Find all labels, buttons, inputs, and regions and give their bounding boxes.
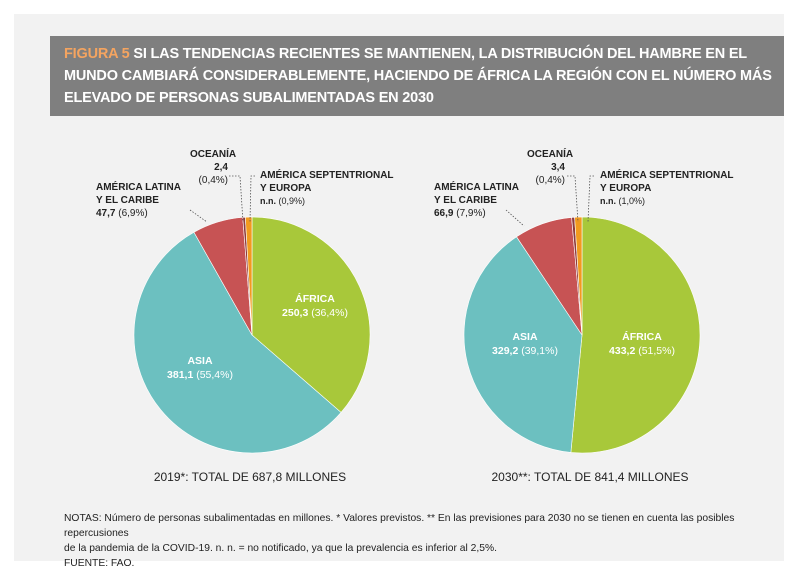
label-latam-2019-value: 47,7 <box>96 208 116 219</box>
label-latam-2019-line1: AMÉRICA LATINA <box>96 182 181 193</box>
label-latam-2030-line1: AMÉRICA LATINA <box>434 182 519 193</box>
leader-lines <box>189 175 594 227</box>
label-nae-2019-value: n.n. <box>260 196 276 206</box>
pie-slice-africa-2030 <box>570 216 701 454</box>
label-africa-2019-name: ÁFRICA <box>295 293 335 305</box>
pie-slice-north-america-europe-2019 <box>245 216 253 336</box>
label-africa-2019-value: 250,3 <box>282 307 309 319</box>
label-africa-2030-pct: (51,5%) <box>638 345 675 357</box>
pie-slice-asia-2030 <box>463 236 583 453</box>
label-latam-2030-pct: (7,9%) <box>456 208 486 219</box>
leader-line-latam-2019 <box>189 209 208 223</box>
label-nae-2030: AMÉRICA SEPTENTRIONAL Y EUROPA n.n. (1,0… <box>600 169 734 208</box>
label-asia-2030-pct: (39,1%) <box>521 345 558 357</box>
label-africa-2019: ÁFRICA 250,3 (36,4%) <box>270 292 360 320</box>
label-africa-2030-name: ÁFRICA <box>622 331 662 343</box>
label-africa-2030-value: 433,2 <box>609 345 636 357</box>
leader-line-oceania-2030 <box>567 175 579 223</box>
label-asia-2019: ASIA 381,1 (55,4%) <box>155 354 245 382</box>
label-asia-2030-value: 329,2 <box>492 345 519 357</box>
pie-slice-africa-2019 <box>251 216 371 413</box>
label-asia-2019-pct: (55,4%) <box>196 369 233 381</box>
label-oceania-2019-name: OCEANÍA <box>190 149 237 160</box>
pie-slice-asia-2019 <box>133 231 342 454</box>
label-nae-2030-line2: Y EUROPA <box>600 183 652 194</box>
label-asia-2030-name: ASIA <box>512 331 538 343</box>
label-nae-2019-pct: (0,9%) <box>278 196 306 206</box>
figure-title: FIGURA 5 SI LAS TENDENCIAS RECIENTES SE … <box>64 43 774 109</box>
pie-chart-2030 <box>463 216 701 454</box>
label-nae-2030-line1: AMÉRICA SEPTENTRIONAL <box>600 170 734 181</box>
label-latam-2030-value: 66,9 <box>434 208 454 219</box>
figure-title-text: SI LAS TENDENCIAS RECIENTES SE MANTIENEN… <box>64 46 772 106</box>
label-oceania-2030-name: OCEANÍA <box>527 149 574 160</box>
leader-line-oceania-2019 <box>229 175 244 223</box>
label-latam-2019-line2: Y EL CARIBE <box>96 195 159 206</box>
label-oceania-2019-value: 2,4 <box>214 162 228 173</box>
label-oceania-2019-pct: (0,4%) <box>198 175 228 186</box>
label-oceania-2030-value: 3,4 <box>551 162 565 173</box>
label-nae-2019-line1: AMÉRICA SEPTENTRIONAL <box>260 170 394 181</box>
label-latam-2030: AMÉRICA LATINA Y EL CARIBE 66,9 (7,9%) <box>434 181 526 220</box>
label-asia-2019-name: ASIA <box>187 355 213 367</box>
label-latam-2019-pct: (6,9%) <box>118 208 148 219</box>
label-latam-2019: AMÉRICA LATINA Y EL CARIBE 47,7 (6,9%) <box>96 181 188 220</box>
label-africa-2030: ÁFRICA 433,2 (51,5%) <box>597 330 687 358</box>
total-2030: 2030**: TOTAL DE 841,4 MILLONES <box>491 470 689 484</box>
figure-header: FIGURA 5 SI LAS TENDENCIAS RECIENTES SE … <box>50 36 784 116</box>
total-2019: 2019*: TOTAL DE 687,8 MILLONES <box>153 470 347 484</box>
leader-line-latam-2030 <box>505 209 525 227</box>
label-latam-2030-line2: Y EL CARIBE <box>434 195 497 206</box>
label-oceania-2030: OCEANÍA 3,4 (0,4%) <box>527 148 574 187</box>
pie-slice-north-america-europe-2030 <box>574 216 583 336</box>
notes-source: FUENTE: FAO. <box>64 558 135 569</box>
figure-notes: NOTAS: Número de personas subalimentadas… <box>64 511 774 571</box>
pie-chart-2019 <box>133 216 371 454</box>
label-nae-2030-pct: (1,0%) <box>618 196 646 206</box>
figure-label: FIGURA 5 <box>64 46 130 62</box>
label-africa-2019-pct: (36,4%) <box>311 307 348 319</box>
notes-line-1: NOTAS: Número de personas subalimentadas… <box>64 513 735 539</box>
notes-line-2: de la pandemia de la COVID-19. n. n. = n… <box>64 543 498 554</box>
label-nae-2030-value: n.n. <box>600 196 616 206</box>
label-oceania-2019: OCEANÍA 2,4 (0,4%) <box>190 148 237 187</box>
label-asia-2019-value: 381,1 <box>167 369 194 381</box>
leader-line-nae-2030 <box>587 175 594 223</box>
label-asia-2030: ASIA 329,2 (39,1%) <box>480 330 570 358</box>
leader-line-nae-2019 <box>249 175 255 223</box>
label-oceania-2030-pct: (0,4%) <box>535 175 565 186</box>
label-nae-2019-line2: Y EUROPA <box>260 183 312 194</box>
label-nae-2019: AMÉRICA SEPTENTRIONAL Y EUROPA n.n. (0,9… <box>260 169 394 208</box>
